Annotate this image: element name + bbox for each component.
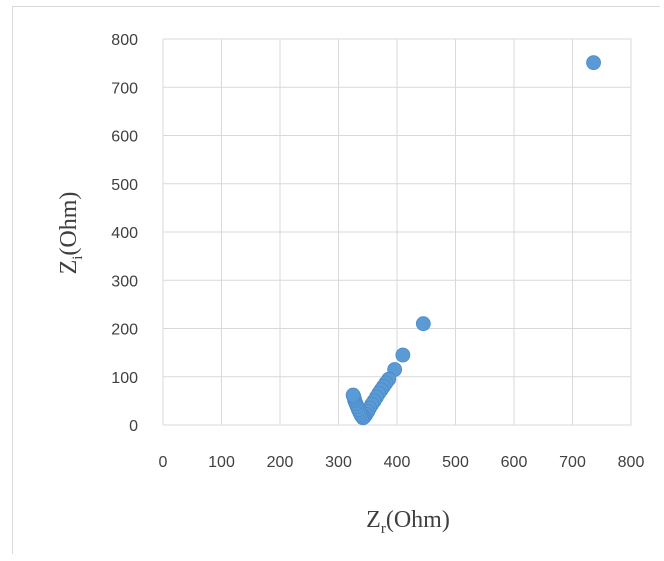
data-point — [586, 55, 601, 71]
x-axis-title: Zr(Ohm) — [366, 507, 450, 537]
x-tick-label: 800 — [618, 454, 645, 471]
data-points — [345, 55, 601, 426]
x-tick-label: 200 — [267, 454, 294, 471]
y-tick-label: 500 — [111, 177, 138, 194]
y-axis-title: Zi(Ohm) — [56, 192, 86, 275]
chart-frame — [12, 6, 660, 554]
x-tick-label: 300 — [325, 454, 352, 471]
x-tick-label: 600 — [501, 454, 528, 471]
y-tick-label: 300 — [111, 273, 138, 290]
y-tick-label: 600 — [111, 129, 138, 146]
y-tick-label: 0 — [129, 418, 138, 435]
x-tick-label: 500 — [442, 454, 469, 471]
x-tick-label: 100 — [208, 454, 235, 471]
x-tick-labels: 0 100 200 300 400 500 600 700 800 — [159, 454, 645, 471]
y-tick-label: 200 — [111, 322, 138, 339]
data-point — [415, 316, 431, 332]
x-tick-label: 700 — [559, 454, 586, 471]
y-tick-labels: 0 100 200 300 400 500 600 700 800 — [111, 32, 138, 435]
x-tick-label: 400 — [384, 454, 411, 471]
x-tick-label: 0 — [159, 454, 168, 471]
data-point — [345, 387, 361, 403]
grid-lines — [162, 38, 632, 426]
y-tick-label: 100 — [111, 370, 138, 387]
y-tick-label: 700 — [111, 80, 138, 97]
y-tick-label: 400 — [111, 225, 138, 242]
data-point — [395, 347, 411, 363]
y-tick-label: 800 — [111, 32, 138, 49]
